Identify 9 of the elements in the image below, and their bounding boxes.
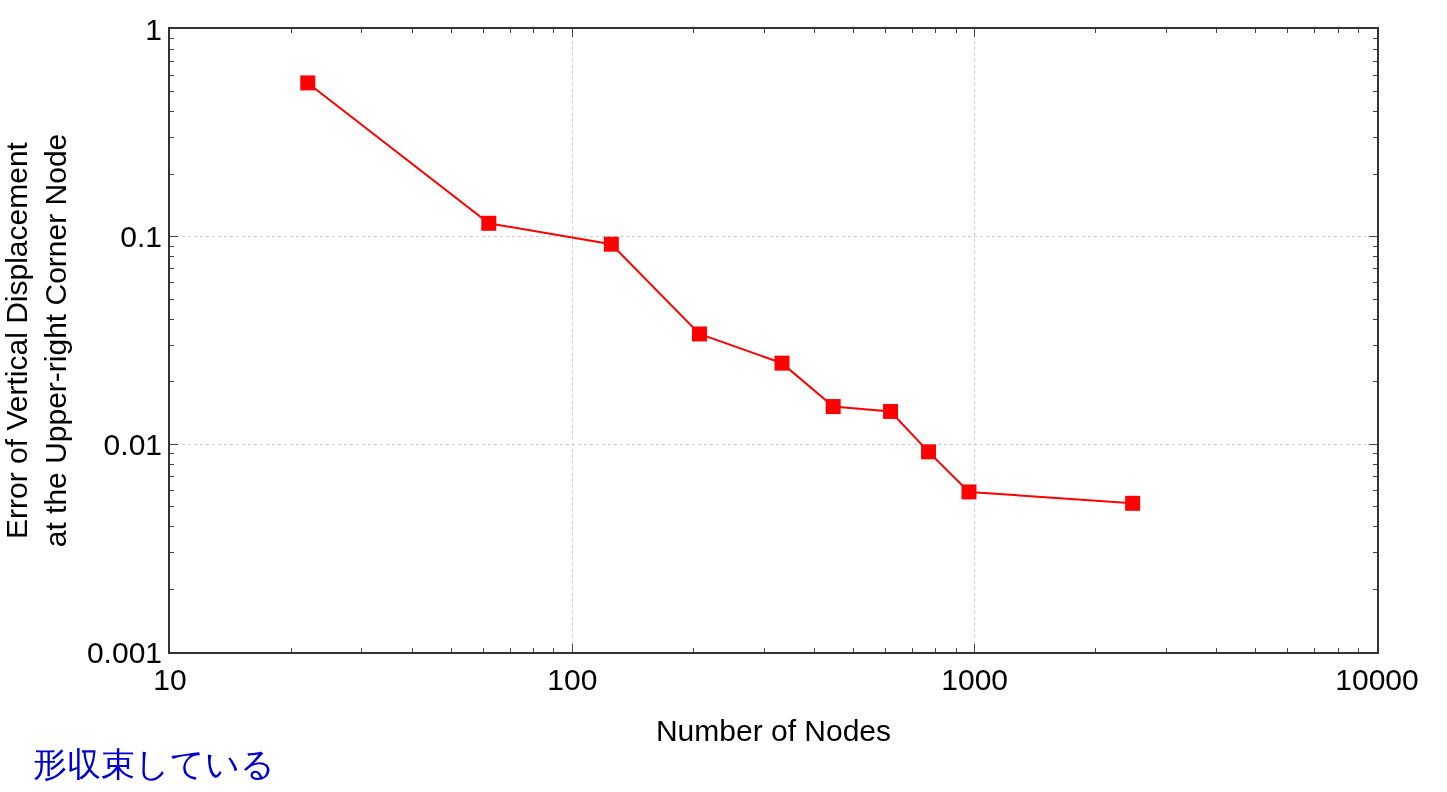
text: 形収束している — [33, 744, 275, 784]
y-tick-label: 0.01 — [103, 427, 162, 461]
x-tick-label: 1000 — [941, 663, 1009, 696]
y-tick-label: 1 — [145, 12, 162, 46]
x-tick-label: 100 — [547, 663, 598, 696]
x-axis-title: Number of Nodes — [655, 714, 892, 747]
y-tick-label: 0.1 — [120, 220, 162, 254]
x-tick-label: 10000 — [1335, 663, 1419, 696]
y-axis-title: Error of Vertical Displacement at the Upper-right Corner Node — [0, 133, 72, 548]
